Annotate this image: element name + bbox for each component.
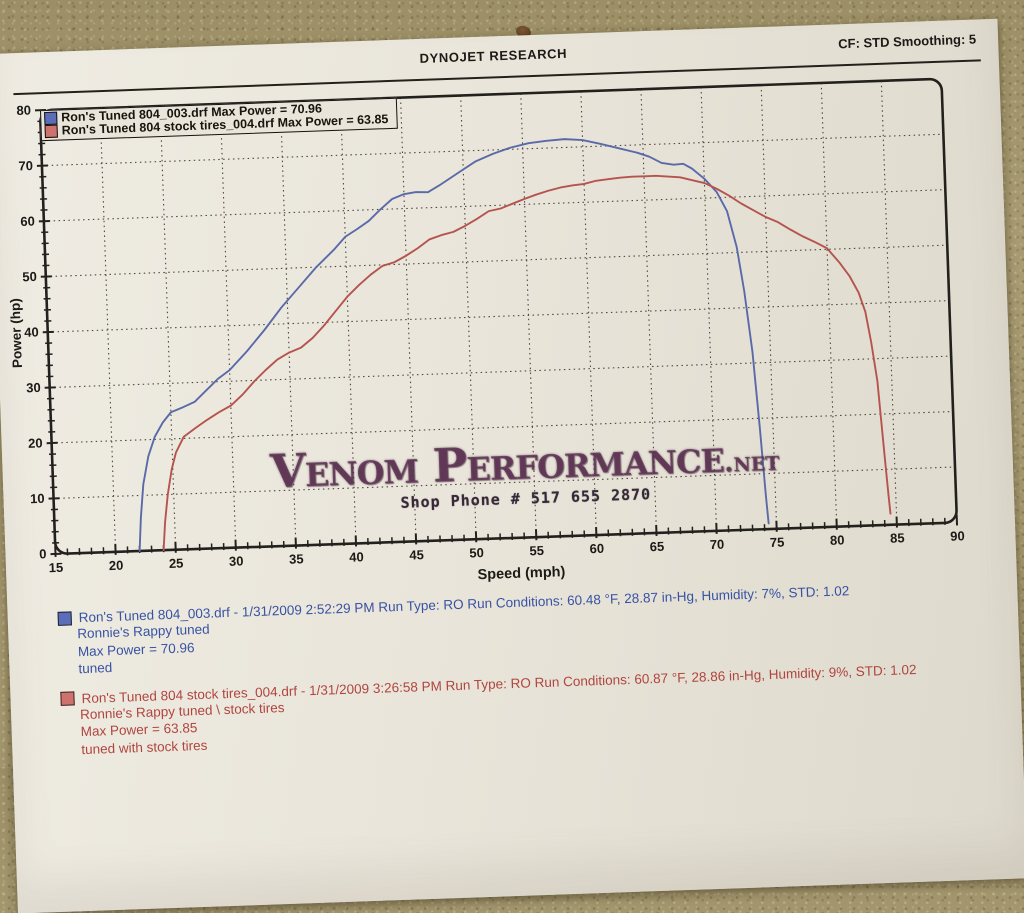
- svg-text:45: 45: [409, 547, 424, 562]
- svg-text:70: 70: [18, 158, 33, 173]
- svg-text:10: 10: [30, 491, 45, 506]
- svg-text:25: 25: [169, 555, 184, 570]
- dyno-printout-paper: DYNOJET RESEARCH CF: STD Smoothing: 5 15…: [0, 19, 1024, 913]
- svg-text:60: 60: [589, 541, 604, 556]
- svg-text:30: 30: [26, 380, 41, 395]
- cf-smoothing-label: CF: STD Smoothing: 5: [838, 32, 976, 52]
- chart-area: 15 20 25 30 35 40 45 50 55 60 65 70 75 80 85 90 0 10 20 30 4…: [2, 64, 979, 602]
- svg-text:55: 55: [529, 543, 544, 558]
- svg-text:60: 60: [20, 213, 35, 228]
- dyno-chart: 15 20 25 30 35 40 45 50 55 60 65 70 75 80 85 90 0 10 20 30 4…: [2, 64, 979, 602]
- svg-text:90: 90: [950, 528, 965, 543]
- svg-text:40: 40: [24, 324, 39, 339]
- legend-color-swatch-red: [45, 125, 58, 138]
- svg-text:85: 85: [890, 530, 905, 545]
- svg-text:20: 20: [109, 558, 124, 573]
- svg-text:50: 50: [469, 545, 484, 560]
- page-title: DYNOJET RESEARCH: [419, 46, 567, 66]
- svg-text:Speed (mph): Speed (mph): [477, 564, 565, 583]
- svg-text:80: 80: [830, 532, 845, 547]
- run-color-swatch-blue: [57, 611, 71, 625]
- svg-text:75: 75: [770, 535, 785, 550]
- svg-text:15: 15: [48, 560, 63, 575]
- svg-text:Power (hp): Power (hp): [8, 298, 25, 368]
- run-color-swatch-red: [60, 691, 74, 705]
- svg-text:40: 40: [349, 549, 364, 564]
- svg-text:70: 70: [710, 537, 725, 552]
- svg-text:65: 65: [649, 539, 664, 554]
- svg-text:35: 35: [289, 551, 304, 566]
- svg-text:30: 30: [229, 553, 244, 568]
- run-info-section: Ron's Tuned 804_003.drf - 1/31/2009 2:52…: [57, 577, 1022, 758]
- svg-text:20: 20: [28, 435, 43, 450]
- svg-text:80: 80: [16, 103, 31, 118]
- svg-text:50: 50: [22, 269, 37, 284]
- svg-text:0: 0: [39, 546, 47, 561]
- legend-color-swatch-blue: [44, 112, 57, 125]
